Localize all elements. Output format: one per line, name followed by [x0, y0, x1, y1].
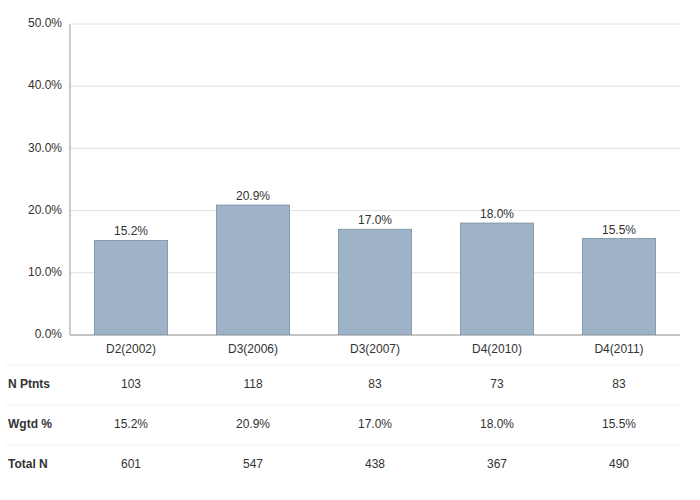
table-cell: 367: [487, 457, 507, 471]
bars: [94, 205, 655, 335]
table-row-rule: [6, 365, 680, 366]
table-cell: 103: [121, 377, 141, 391]
bar: [338, 229, 411, 335]
page-body: {"chart_data": {"type": "bar", "categori…: [0, 0, 700, 500]
y-axis-line: [70, 24, 71, 335]
y-tick-label: 50.0%: [28, 16, 62, 30]
table-cell: 18.0%: [480, 417, 514, 431]
x-tick-label: D3(2007): [350, 342, 400, 356]
x-tick-label: D2(2002): [106, 342, 156, 356]
table-row-rule: [6, 405, 680, 406]
bar: [460, 223, 533, 335]
x-tick-label: D3(2006): [228, 342, 278, 356]
x-tick-label: D4(2011): [594, 342, 643, 356]
table-row-label: N Ptnts: [8, 377, 50, 391]
data-label: 18.0%: [480, 207, 514, 221]
grid-line: [70, 148, 680, 149]
axes: 0.0% 10.0% 20.0% 30.0% 40.0% 50.0% D2(2002) D3(…: [28, 16, 680, 356]
grid-line: [70, 86, 680, 87]
table-cell: 490: [609, 457, 629, 471]
table: N Ptnts 103 118 83 73 83 Wgtd % 15.2% 20.9% 17.0%…: [6, 365, 680, 471]
grid-line: [70, 24, 680, 25]
table-cell: 601: [121, 457, 141, 471]
y-tick-label: 10.0%: [28, 265, 62, 279]
table-cell: 547: [243, 457, 263, 471]
data-label: 17.0%: [358, 213, 392, 227]
table-cell: 17.0%: [358, 417, 392, 431]
data-label: 20.9%: [236, 189, 270, 203]
table-cell: 83: [612, 377, 626, 391]
page: Chart html, body { margin: 0; padding: 0…: [0, 0, 700, 500]
bar: [94, 240, 167, 335]
y-tick-label: 20.0%: [28, 203, 62, 217]
bar: [582, 239, 655, 335]
table-row-label: Total N: [8, 457, 48, 471]
table-cell: 83: [368, 377, 382, 391]
y-tick-label: 30.0%: [28, 141, 62, 155]
table-cell: 73: [490, 377, 504, 391]
chart: 0.0% 10.0% 20.0% 30.0% 40.0% 50.0% D2(2002) D3(…: [0, 0, 700, 500]
grid-line: [70, 210, 680, 211]
table-row-rule: [6, 445, 680, 446]
table-cell: 15.2%: [114, 417, 148, 431]
table-row-label: Wgtd %: [8, 417, 52, 431]
data-label: 15.2%: [114, 224, 148, 238]
x-tick-label: D4(2010): [472, 342, 522, 356]
table-cell: 15.5%: [602, 417, 636, 431]
y-tick-label: 40.0%: [28, 78, 62, 92]
data-label: 15.5%: [602, 223, 636, 237]
grid: [70, 24, 680, 335]
data-labels: 15.2% 20.9% 17.0% 18.0% 15.5%: [114, 189, 636, 238]
bar: [216, 205, 289, 335]
y-tick-label: 0.0%: [35, 327, 63, 341]
table-cell: 118: [243, 377, 262, 391]
table-cell: 438: [365, 457, 385, 471]
table-cell: 20.9%: [236, 417, 270, 431]
